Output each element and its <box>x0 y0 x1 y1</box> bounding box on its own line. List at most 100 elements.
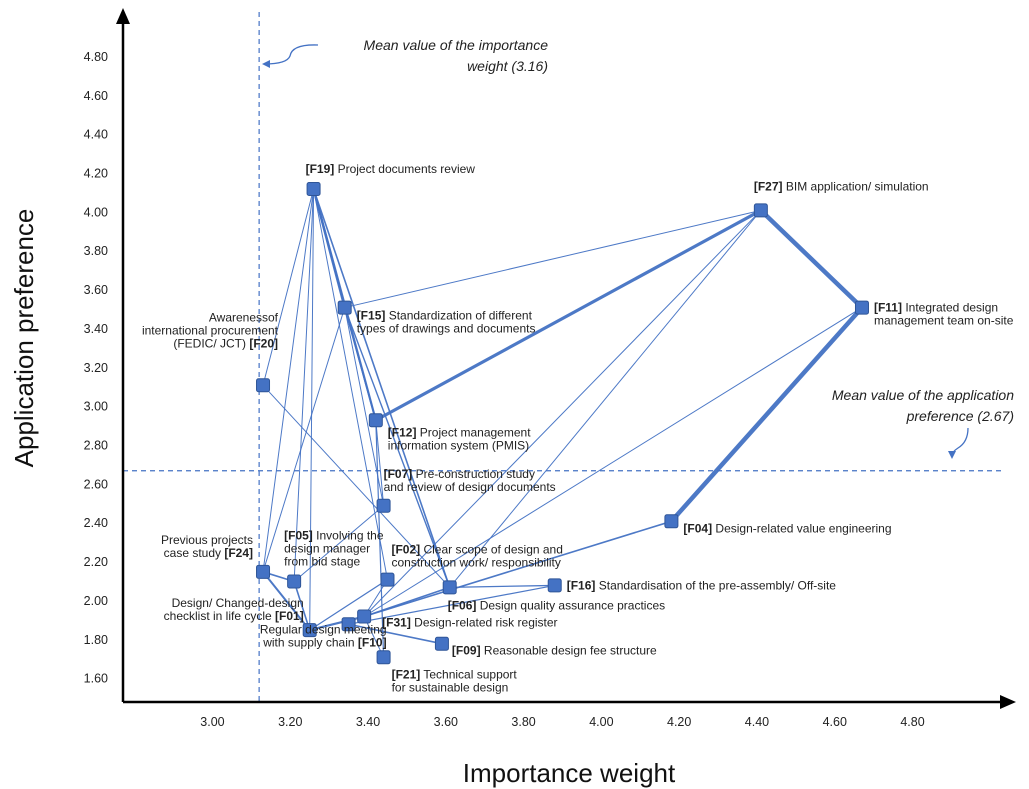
label-f31: [F31] Design-related risk register <box>382 616 557 630</box>
y-tick-label: 3.80 <box>84 244 108 258</box>
label-f27: [F27] BIM application/ simulation <box>754 179 929 193</box>
node-label-text: Project management <box>416 425 531 439</box>
label-line: [F02] Clear scope of design and <box>391 543 562 557</box>
edge-f10-f16 <box>347 584 556 625</box>
node-code: [F02] <box>391 543 420 557</box>
node-f16 <box>547 578 562 593</box>
y-tick-label: 4.20 <box>84 166 108 180</box>
node-label-text: Clear scope of design and <box>420 543 563 557</box>
y-tick-label: 1.60 <box>84 672 108 686</box>
node-label-text: Standardization of different <box>385 309 532 323</box>
node-label-text: Design quality assurance practices <box>476 598 665 612</box>
edge-f19-f06 <box>312 188 451 589</box>
node-code: [F06] <box>448 598 477 612</box>
node-code: [F01] <box>275 609 304 623</box>
node-f15 <box>337 300 352 315</box>
x-tick-label: 4.20 <box>667 715 691 729</box>
node-label-text: (FEDIC/ JCT) <box>173 336 249 350</box>
label-line: [F27] BIM application/ simulation <box>754 179 929 193</box>
node-code: [F12] <box>388 425 417 439</box>
label-f21: [F21] Technical support for sustainable d… <box>392 667 518 694</box>
label-f05: [F05] Involving the design manager from bi… <box>284 529 384 569</box>
y-tick-label: 3.00 <box>84 400 108 414</box>
edge-f15-f27 <box>344 209 762 309</box>
x-tick-labels: 3.00 3.20 3.40 3.60 3.80 4.00 4.20 4.40 4.60 4.80 <box>200 715 924 729</box>
node-code: [F09] <box>452 644 481 658</box>
node-labels-layer: [F19] Project documents review [F27] BIM … <box>142 162 1014 694</box>
node-label-text: Integrated design <box>902 301 998 315</box>
x-tick-label: 4.00 <box>589 715 613 729</box>
node-code: [F10] <box>358 635 387 649</box>
y-tick-label: 1.80 <box>84 633 108 647</box>
preference-mean-label: Mean value of the application preference … <box>832 387 1014 424</box>
node-f24 <box>256 564 271 579</box>
label-f04: [F04] Design-related value engineering <box>683 521 891 535</box>
edge-f24-f01 <box>262 570 311 632</box>
y-tick-label: 4.40 <box>84 128 108 142</box>
node-code: [F21] <box>392 667 421 681</box>
y-axis-arrowhead <box>116 8 130 24</box>
label-f07: [F07] Pre-construction study and review o… <box>384 467 556 494</box>
node-f10 <box>341 617 356 632</box>
node-label-text: checklist in life cycle <box>164 609 275 623</box>
edge-f27-f12 <box>374 208 763 422</box>
mean-annotations: Mean value of the importance weight (3.16… <box>262 37 1014 459</box>
y-tick-label: 2.20 <box>84 555 108 569</box>
label-line: [F04] Design-related value engineering <box>683 521 891 535</box>
node-label-text: Design-related risk register <box>411 616 558 630</box>
label-line: Previous projects <box>161 533 253 547</box>
label-line: [F19] Project documents review <box>306 162 476 176</box>
annot-line: preference (2.67) <box>906 408 1014 424</box>
node-code: [F11] <box>874 301 902 315</box>
label-line: [F16] Standardisation of the pre-assembl… <box>567 578 837 592</box>
label-line: checklist in life cycle [F01] <box>164 609 304 623</box>
edge-f31-f06 <box>363 586 451 618</box>
label-line: management team on-site <box>874 314 1014 328</box>
x-axis-arrowhead <box>1000 695 1016 709</box>
label-line: from bid stage <box>284 555 360 569</box>
importance-mean-arrowhead <box>262 60 270 68</box>
label-line: with supply chain [F10] <box>262 635 386 649</box>
label-line: Awarenessof <box>209 310 279 324</box>
node-label-text: Reasonable design fee structure <box>481 644 657 658</box>
node-f04 <box>664 514 679 529</box>
node-label-text: with supply chain <box>262 635 358 649</box>
label-line: [F05] Involving the <box>284 529 384 543</box>
label-line: design manager <box>284 542 370 556</box>
label-line: [F07] Pre-construction study <box>384 467 535 481</box>
edge-f19-f05 <box>293 188 315 583</box>
label-f10: Regular design meeting with supply chain … <box>260 622 387 649</box>
node-f31 <box>357 609 372 624</box>
annot-line: weight (3.16) <box>467 58 548 74</box>
label-line: Design/ Changed-design <box>172 596 304 610</box>
y-tick-label: 4.60 <box>84 89 108 103</box>
edge-f27-f06 <box>449 209 762 588</box>
edge-f12-f07 <box>375 419 385 507</box>
label-f20: Awarenessof international procurement (FED… <box>142 310 279 350</box>
x-tick-label: 3.80 <box>511 715 535 729</box>
label-line: and review of design documents <box>384 480 556 494</box>
y-tick-label: 2.60 <box>84 477 108 491</box>
label-line: [F31] Design-related risk register <box>382 616 557 630</box>
node-f02 <box>380 572 395 587</box>
y-tick-label: 4.80 <box>84 50 108 64</box>
y-tick-label: 4.00 <box>84 205 108 219</box>
node-code: [F05] <box>284 529 313 543</box>
node-label-text: Technical support <box>420 667 517 681</box>
label-line: case study [F24] <box>164 546 253 560</box>
node-f01 <box>302 623 317 638</box>
x-tick-label: 4.60 <box>823 715 847 729</box>
label-f12: [F12] Project management information syst… <box>388 425 531 452</box>
edge-f05-f01 <box>293 580 311 631</box>
node-f11 <box>854 300 869 315</box>
node-f21 <box>376 650 391 665</box>
label-line: [F21] Technical support <box>392 667 518 681</box>
node-code: [F15] <box>357 309 386 323</box>
y-tick-label: 3.60 <box>84 283 108 297</box>
edge-f07-f05 <box>293 505 385 583</box>
label-line: for sustainable design <box>392 680 509 694</box>
preference-mean-arrow <box>951 427 969 456</box>
node-f06 <box>442 580 457 595</box>
label-f06: [F06] Design quality assurance practices <box>448 598 665 612</box>
